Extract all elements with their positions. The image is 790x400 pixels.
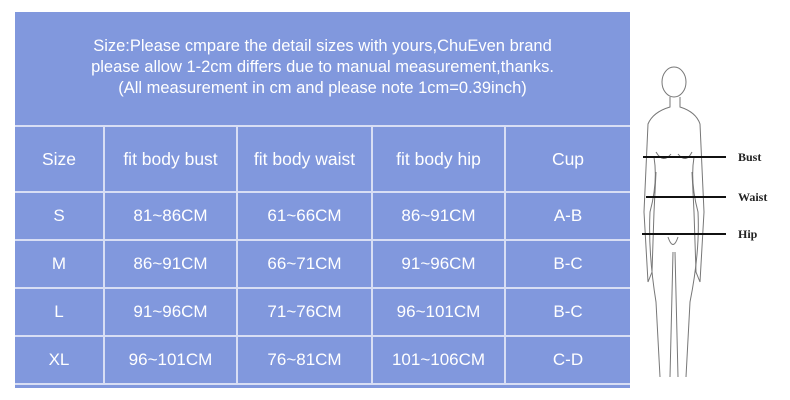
cell-size: L (15, 287, 105, 337)
cell-waist: 66~71CM (236, 239, 373, 289)
cell-cup: B-C (504, 287, 630, 337)
table-row: L 91~96CM 71~76CM 96~101CM B-C (15, 287, 630, 337)
body-outline-illustration (643, 66, 705, 378)
table-row: XL 96~101CM 76~81CM 101~106CM C-D (15, 335, 630, 385)
cell-hip: 101~106CM (371, 335, 506, 385)
cell-waist: 76~81CM (236, 335, 373, 385)
bust-label: Bust (738, 150, 761, 164)
cell-cup: B-C (504, 239, 630, 289)
cell-cup: C-D (504, 335, 630, 385)
note-line-3: (All measurement in cm and please note 1… (118, 79, 527, 97)
table-row: M 86~91CM 66~71CM 91~96CM B-C (15, 239, 630, 289)
header-hip: fit body hip (371, 125, 506, 193)
cell-hip: 91~96CM (371, 239, 506, 289)
size-note: Size:Please cmpare the detail sizes with… (15, 36, 630, 99)
table-row: S 81~86CM 61~66CM 86~91CM A-B (15, 191, 630, 241)
cell-size: S (15, 191, 105, 241)
header-size: Size (15, 125, 105, 193)
size-chart-panel: Size:Please cmpare the detail sizes with… (15, 12, 630, 388)
note-line-2: please allow 1-2cm differs due to manual… (91, 58, 554, 76)
size-table: Size fit body bust fit body waist fit bo… (15, 125, 630, 385)
cell-hip: 86~91CM (371, 191, 506, 241)
cell-waist: 71~76CM (236, 287, 373, 337)
cell-bust: 91~96CM (103, 287, 238, 337)
cell-cup: A-B (504, 191, 630, 241)
header-cup: Cup (504, 125, 630, 193)
cell-bust: 96~101CM (103, 335, 238, 385)
note-line-1: Size:Please cmpare the detail sizes with… (93, 37, 552, 55)
body-measurement-figure: Bust Waist Hip (642, 66, 767, 378)
cell-bust: 86~91CM (103, 239, 238, 289)
table-header-row: Size fit body bust fit body waist fit bo… (15, 125, 630, 193)
cell-hip: 96~101CM (371, 287, 506, 337)
hip-label: Hip (738, 227, 758, 241)
waist-label: Waist (738, 190, 767, 204)
cell-bust: 81~86CM (103, 191, 238, 241)
cell-size: XL (15, 335, 105, 385)
cell-size: M (15, 239, 105, 289)
cell-waist: 61~66CM (236, 191, 373, 241)
header-waist: fit body waist (236, 125, 373, 193)
header-bust: fit body bust (103, 125, 238, 193)
